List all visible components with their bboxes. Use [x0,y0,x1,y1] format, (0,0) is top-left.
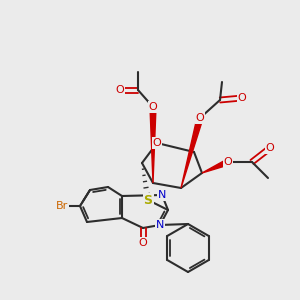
Polygon shape [150,107,156,183]
Text: O: O [196,113,204,123]
Text: Br: Br [56,201,68,211]
Text: O: O [139,238,147,248]
Text: O: O [153,138,161,148]
Polygon shape [202,159,229,173]
Text: O: O [266,143,274,153]
Polygon shape [181,117,203,188]
Text: O: O [148,102,158,112]
Text: S: S [143,194,152,206]
Text: N: N [158,190,166,200]
Text: O: O [238,93,246,103]
Text: O: O [116,85,124,95]
Text: N: N [156,220,164,230]
Text: O: O [224,157,232,167]
